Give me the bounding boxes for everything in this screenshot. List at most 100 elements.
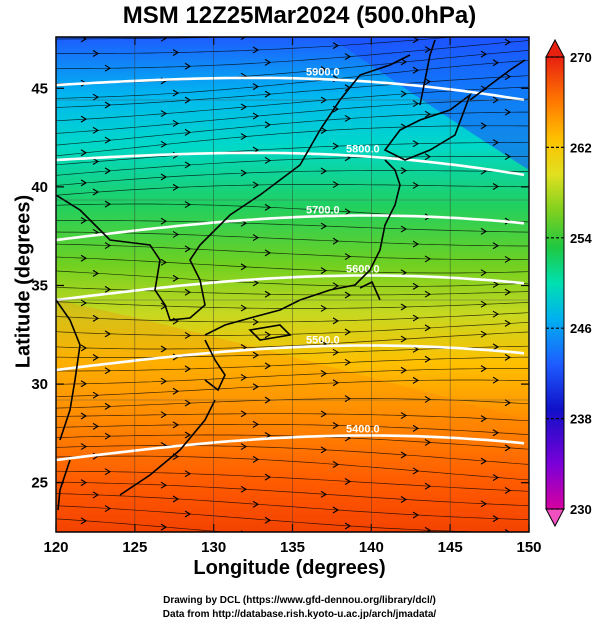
height-contour [56,214,525,242]
wind-arrow [320,370,328,377]
wind-arrow [104,330,112,338]
wind-arrow [240,169,248,177]
height-contour [56,76,525,102]
wind-arrow [480,415,488,423]
wind-arrow [172,183,180,191]
wind-arrow [481,542,486,548]
wind-arrow [240,373,248,381]
wind-arrow [424,46,432,54]
wind-arrow [480,365,488,373]
wind-arrow [492,139,500,147]
wind-arrow [184,245,192,253]
colorbar-tick-label: 270 [570,50,592,65]
wind-arrow [240,304,248,312]
wind-arrow [412,240,420,248]
x-tick-label: 130 [201,539,226,556]
height-contour [56,434,525,462]
wind-arrow [104,402,112,410]
wind-arrow [320,304,328,312]
wind-arrow [492,474,500,482]
wind-arrow [172,421,180,429]
wind-arrow [264,249,272,257]
wind-arrow [332,282,340,290]
wind-arrow [104,468,112,476]
wind-arrow [504,486,512,494]
wind-arrow [104,64,112,72]
wind-arrow [184,399,192,407]
wind-arrow [424,153,432,161]
wind-arrow [480,457,488,465]
wind-arrow [344,522,352,530]
wind-arrow [412,282,420,290]
wind-arrow [172,230,180,238]
wind-arrow [184,128,192,136]
wind-arrow [492,59,500,67]
wind-arrow [492,310,500,318]
wind-arrow [481,20,486,26]
wind-arrow [320,267,328,275]
wind-arrow [424,255,432,263]
wind-arrow [424,355,432,363]
wind-arrow [252,234,260,242]
wind-arrow [80,517,88,525]
colorbar-min-arrow [545,508,565,528]
wind-arrow [400,58,408,66]
wind-arrow [240,103,248,111]
wind-arrow [160,411,168,419]
wind-arrow [264,203,272,211]
wind-arrow [92,314,100,322]
wind-arrow [400,335,408,343]
wind-arrow [104,367,112,375]
y-tick-label: 30 [31,376,48,393]
x-tick-label: 140 [359,539,384,556]
wind-arrow [504,319,512,327]
wind-arrow [332,142,340,150]
wind-arrow [400,90,408,98]
wind-arrow [252,279,260,287]
wind-arrow [252,455,260,463]
wind-arrow [504,353,512,361]
wind-arrow [424,110,432,118]
wind-arrow [480,122,488,130]
y-tick-label: 40 [31,179,48,196]
wind-arrow [104,136,112,144]
wind-arrow [160,37,168,42]
wind-arrow [344,53,352,61]
wind-arrow [160,173,168,181]
contour-label: 5900.0 [306,67,340,79]
wind-arrow [320,490,328,498]
wind-arrow [332,42,340,50]
wind-arrow [492,376,500,384]
wind-arrow [184,365,192,373]
wind-arrow [104,101,112,109]
wind-arrow [401,541,406,547]
wind-arrow [424,395,432,403]
wind-arrow [104,432,112,440]
wind-arrow [412,467,420,475]
wind-arrow [344,291,352,299]
wind-arrow [492,242,500,250]
wind-arrow [184,62,192,70]
wind-arrow [400,303,408,311]
wind-arrow [184,288,192,296]
x-tick-label: 150 [516,539,541,556]
x-tick-label: 120 [43,539,68,556]
wind-arrow [104,242,112,250]
wind-arrow [264,121,272,129]
wind-arrow [80,217,88,224]
y-axis: 25 30 35 40 45 [31,80,529,492]
wind-arrow [400,495,408,503]
wind-arrow [172,495,180,503]
wind-arrow [504,288,512,296]
y-tick-label: 45 [31,80,48,97]
wind-arrow [264,516,272,524]
wind-arrow [504,153,512,161]
credit-data: Data from http://database.rish.kyoto-u.a… [162,609,437,620]
wind-arrow [160,377,168,385]
wind-arrow [264,58,272,66]
wind-arrow [504,255,512,263]
wind-arrow [344,395,352,403]
height-contour [56,151,525,177]
wind-arrow [492,183,500,190]
wind-arrow [160,140,168,148]
